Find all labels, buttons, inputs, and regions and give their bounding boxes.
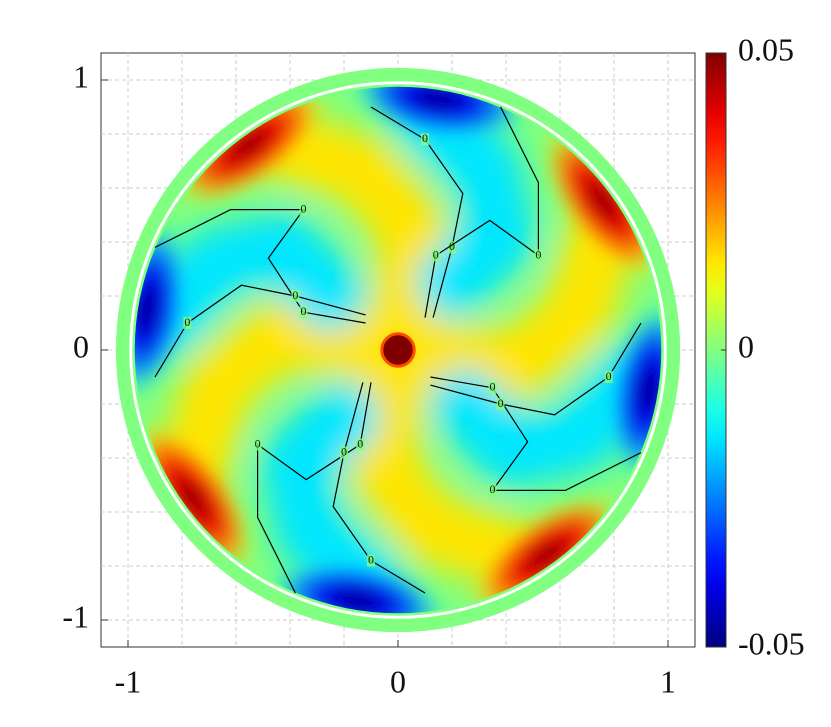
- x-tick-label: -1: [115, 663, 142, 699]
- y-tick-label: 0: [73, 328, 89, 364]
- contour-label-bg: [183, 317, 192, 329]
- contour-label-bg: [448, 241, 456, 254]
- contour-label: 0: [184, 315, 190, 329]
- contour-label: 0: [292, 288, 298, 302]
- contour-label-bg: [356, 438, 365, 451]
- contour-line: [430, 376, 642, 491]
- arms: [134, 86, 662, 614]
- arm: [430, 347, 662, 488]
- contour-line: [332, 382, 426, 594]
- contour-label-bg: [488, 381, 497, 394]
- lobe: [540, 123, 662, 280]
- contour-label-bg: [534, 249, 543, 262]
- rim-line: [129, 81, 667, 619]
- contour-label-bg: [299, 203, 308, 216]
- contour-line: [154, 284, 366, 378]
- contour-label: 0: [490, 380, 496, 394]
- contour-label-bg: [496, 398, 505, 410]
- arm: [349, 341, 547, 591]
- contour-label-bg: [340, 446, 348, 459]
- contour-label: 0: [422, 131, 428, 145]
- contour-label: 0: [490, 482, 496, 496]
- contour-label: 0: [255, 436, 261, 450]
- contour-label: 0: [433, 247, 439, 261]
- x-tick-label: 0: [390, 663, 406, 699]
- field: [134, 86, 662, 614]
- contour-label: 0: [301, 201, 307, 215]
- contour-line: [424, 106, 539, 318]
- contour-label: 0: [498, 396, 504, 410]
- contour-label-bg: [488, 484, 497, 497]
- arm: [134, 212, 366, 353]
- contour-label: 0: [535, 247, 541, 261]
- colorbar-tick-label: 0.05: [738, 31, 794, 67]
- arm: [157, 301, 407, 499]
- arm: [395, 86, 536, 318]
- contour-label: 0: [301, 304, 307, 318]
- contour-label-bg: [421, 133, 429, 146]
- contour-line: [430, 322, 642, 416]
- contour-label-bg: [291, 290, 300, 302]
- colorbar-tick-label: -0.05: [738, 625, 805, 661]
- contour-label: 0: [606, 369, 612, 383]
- x-tick-label: 1: [660, 663, 676, 699]
- contour-label-bg: [604, 371, 613, 383]
- contour-label: 0: [449, 239, 455, 253]
- center-spot: [380, 332, 416, 368]
- y-tick-label: -1: [62, 598, 89, 634]
- contour-label-bg: [253, 438, 262, 451]
- contour-label-bg: [431, 249, 440, 262]
- contour-line: [154, 209, 366, 324]
- arm: [260, 382, 401, 614]
- y-tick-label: 1: [73, 58, 89, 94]
- contour-label-bg: [367, 554, 375, 567]
- colorbar-tick-label: 0: [738, 328, 754, 364]
- arm: [249, 109, 447, 359]
- arm: [389, 201, 639, 399]
- contour-label: 0: [368, 552, 374, 566]
- contour-label-bg: [299, 306, 308, 319]
- lobe: [468, 492, 625, 614]
- lobe: [171, 86, 328, 208]
- contour-label: 0: [357, 436, 363, 450]
- contour-label: 0: [341, 444, 347, 458]
- contour-line: [257, 382, 372, 594]
- lobe: [134, 420, 256, 577]
- contour-line: [370, 106, 464, 318]
